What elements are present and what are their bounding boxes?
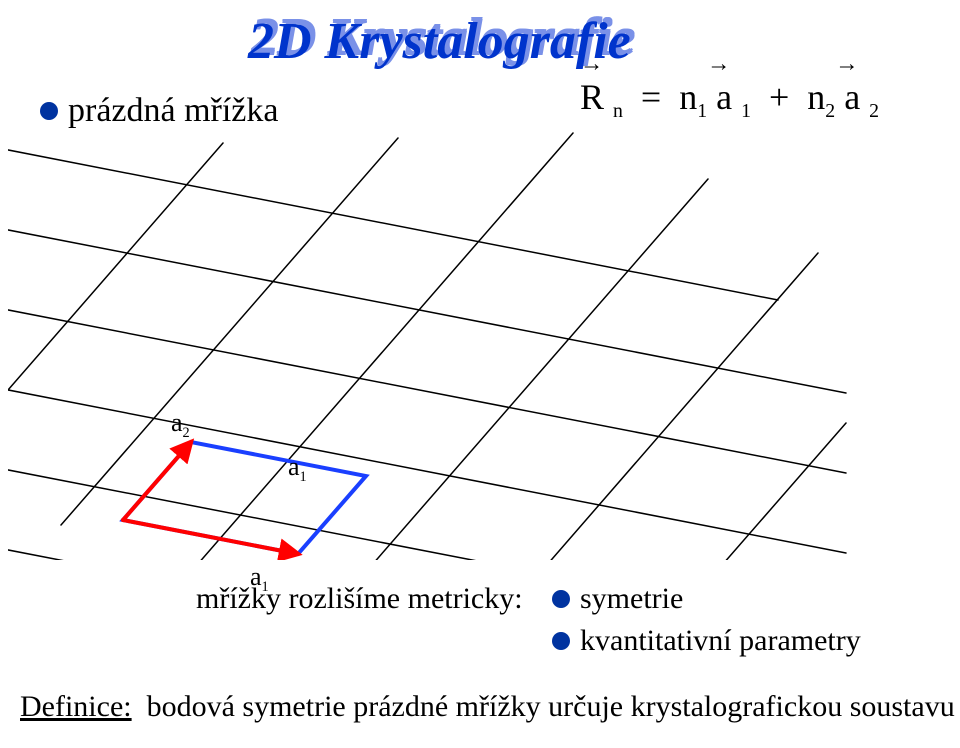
bullet-symmetry-text: symetrie bbox=[580, 582, 683, 616]
page-title-text: 2D Krystalografie bbox=[248, 13, 631, 70]
definition-line: Definice: bodová symetrie prázdné mřížky… bbox=[20, 690, 955, 724]
bullet-empty-lattice-text: prázdná mřížka bbox=[68, 92, 279, 130]
metric-label: mřížky rozlišíme metricky: bbox=[196, 582, 523, 616]
eq-n1: n bbox=[679, 77, 697, 117]
eq-equals: = bbox=[641, 77, 661, 117]
bullet-quant-params: kvantitativní parametry bbox=[552, 624, 861, 658]
eq-a1-sub: 1 bbox=[741, 100, 751, 122]
bullet-dot bbox=[552, 632, 570, 650]
definition-label: Definice: bbox=[20, 690, 132, 723]
page-title: 2D Krystalografie bbox=[248, 12, 631, 71]
lattice-unit-cell bbox=[123, 442, 366, 554]
lattice-diagram bbox=[8, 130, 858, 560]
eq-n2: n bbox=[807, 77, 825, 117]
eq-n1-sub: 1 bbox=[697, 100, 707, 122]
eq-a1: a bbox=[716, 77, 732, 117]
label-a2: a2 bbox=[171, 408, 190, 442]
eq-R: R bbox=[580, 77, 604, 117]
bullet-quant-params-text: kvantitativní parametry bbox=[580, 624, 861, 658]
eq-a2-sub: 2 bbox=[869, 100, 879, 122]
label-a1: a1 bbox=[288, 452, 307, 486]
eq-n2-sub: 2 bbox=[825, 100, 835, 122]
bullet-dot bbox=[40, 102, 58, 120]
lattice-vector-equation: → R n = n1 → a 1 + n2 → a 2 bbox=[580, 76, 879, 123]
bullet-symmetry: symetrie bbox=[552, 582, 683, 616]
bullet-dot bbox=[552, 590, 570, 608]
definition-text: bodová symetrie prázdné mřížky určuje kr… bbox=[147, 690, 955, 723]
eq-R-sub: n bbox=[613, 100, 623, 122]
eq-a2: a bbox=[844, 77, 860, 117]
eq-plus: + bbox=[769, 77, 789, 117]
bullet-empty-lattice: prázdná mřížka bbox=[40, 92, 279, 130]
lattice-black-lines bbox=[8, 133, 846, 560]
